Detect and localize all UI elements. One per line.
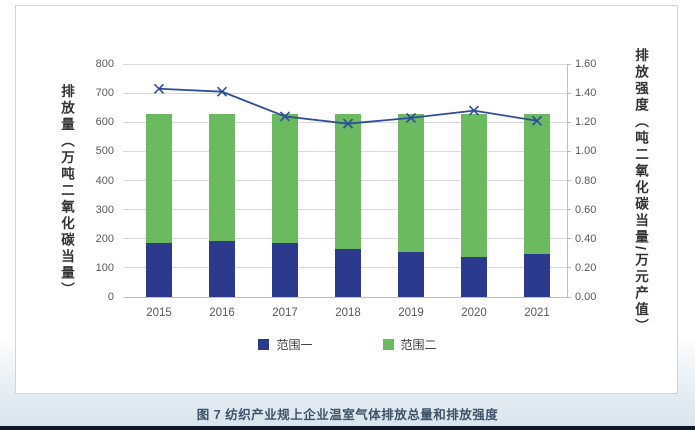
gridline [123, 64, 567, 65]
right-axis-tick-label: 1.60 [575, 58, 597, 70]
bottom-border-bar [0, 426, 695, 430]
x-axis-label: 2015 [146, 307, 172, 319]
legend: 范围一 范围二 [16, 336, 679, 353]
right-axis-tick-label: 0.40 [575, 232, 597, 245]
bar-scope2 [524, 114, 550, 255]
scope2-swatch-icon [382, 339, 394, 350]
x-axis-label: 2017 [272, 307, 298, 319]
bar-scope2 [461, 113, 487, 257]
bar-scope2 [272, 114, 298, 243]
x-axis-label: 2021 [524, 307, 550, 319]
bar-scope1 [209, 241, 235, 297]
bar-scope2 [209, 113, 235, 242]
plot-area: 0 0.00 100 0.20 200 0.40 300 0.60 400 0.80 500 1.00… [16, 6, 679, 395]
right-axis-title: 排放强度（吨二氧化碳当量/万元产值） [633, 48, 648, 336]
right-axis-line [567, 64, 568, 297]
right-axis-tick-mark [567, 122, 571, 123]
left-axis-title: 排放量（万吨二氧化碳当量） [59, 84, 74, 299]
right-axis-tick-mark [567, 238, 571, 239]
left-axis-tick-label: 500 [95, 145, 114, 158]
figure-caption: 图 7 纺织产业规上企业温室气体排放总量和排放强度 [196, 408, 499, 422]
left-axis-tick-label: 800 [95, 58, 114, 70]
gridline [123, 93, 567, 94]
x-axis-label: 2016 [209, 307, 235, 319]
bar-scope2 [335, 113, 361, 249]
right-axis-tick-label: 0.60 [575, 203, 597, 216]
bar-scope1 [335, 248, 361, 297]
right-axis-tick-label: 0.00 [575, 291, 597, 303]
right-axis-tick-label: 1.00 [575, 145, 597, 158]
left-axis-tick-label: 100 [95, 261, 114, 274]
right-axis-tick-mark [567, 267, 571, 268]
right-axis-tick-label: 1.20 [575, 116, 597, 129]
scope1-swatch-icon [258, 339, 270, 350]
bar-scope1 [146, 242, 172, 297]
bar-scope1 [461, 256, 487, 297]
bar-scope1 [272, 242, 298, 297]
right-axis-tick-label: 1.40 [575, 87, 597, 100]
legend-label-scope1: 范围一 [276, 338, 313, 352]
bar-scope2 [398, 114, 424, 252]
right-axis-tick-mark [567, 297, 571, 298]
left-axis-tick-label: 400 [95, 174, 114, 187]
legend-label-scope2: 范围二 [400, 338, 437, 352]
x-marker-icon [216, 86, 228, 97]
left-axis-tick-label: 600 [95, 116, 114, 129]
right-axis-tick-mark [567, 151, 571, 152]
right-axis-tick-mark [567, 180, 571, 181]
bar-scope1 [524, 254, 550, 297]
right-axis-tick-label: 0.80 [575, 174, 597, 187]
left-axis-tick-label: 700 [95, 87, 114, 100]
right-axis-tick-mark [567, 209, 571, 210]
gridline [123, 297, 567, 298]
right-axis-tick-mark [567, 93, 571, 94]
bar-scope1 [398, 251, 424, 297]
legend-item-scope2: 范围二 [382, 336, 437, 353]
chart-panel: 排放量（万吨二氧化碳当量） 排放强度（吨二氧化碳当量/万元产值） 0 0.00 10… [15, 5, 678, 394]
left-axis-tick-label: 200 [95, 232, 114, 245]
right-axis-tick-label: 0.20 [575, 261, 597, 274]
x-axis-label: 2020 [461, 307, 487, 319]
bar-scope2 [146, 113, 172, 243]
x-axis-label: 2019 [398, 307, 424, 319]
x-axis-label: 2018 [335, 307, 361, 319]
legend-item-scope1: 范围一 [258, 336, 313, 353]
left-axis-tick-label: 300 [95, 203, 114, 216]
x-marker-icon [153, 83, 165, 94]
right-axis-tick-mark [567, 64, 571, 65]
left-axis-tick-label: 0 [107, 291, 114, 303]
